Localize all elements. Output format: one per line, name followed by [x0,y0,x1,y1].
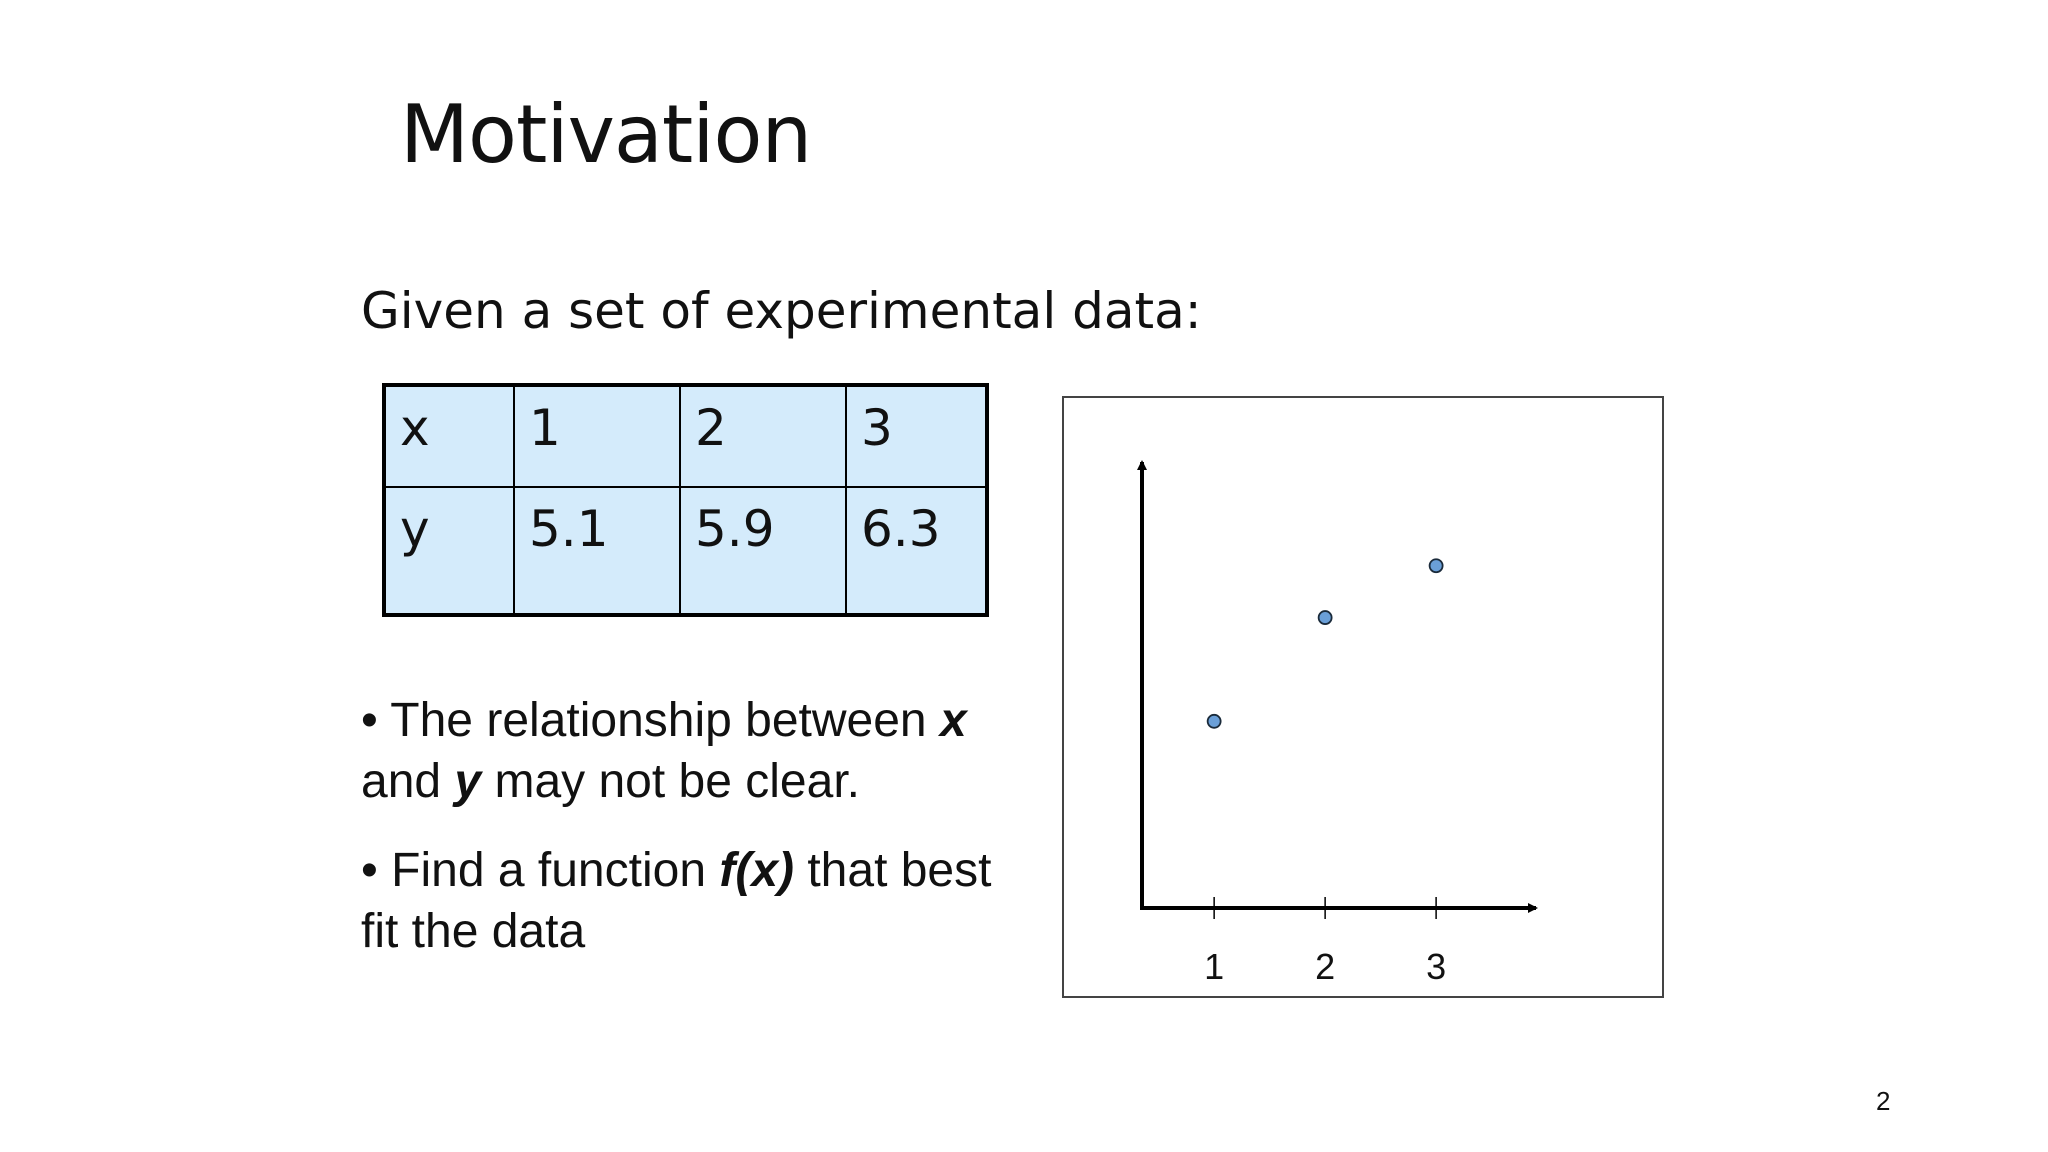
bullet-text: may not be clear. [481,755,860,808]
x-ticks: 1 2 3 [1204,897,1446,987]
function-fx: f(x) [719,844,794,897]
page-number: 2 [1876,1086,1891,1116]
var-x: x [939,694,967,747]
data-point [1428,558,1444,574]
scatter-chart: 1 2 3 [1062,396,1664,998]
data-points [1206,558,1444,729]
table-cell-y1: 5.1 [513,486,681,616]
x-tick-label: 3 [1426,946,1446,987]
bullet-relationship: • The relationship between x and y may n… [361,690,1001,812]
bullet-list: • The relationship between x and y may n… [361,690,1001,990]
slide-subtitle: Given a set of experimental data: [361,282,1202,340]
table-cell-x1: 1 [513,384,681,488]
table-row-y: y 5.1 5.9 6.3 [383,486,988,616]
chart-svg: 1 2 3 [1137,460,1538,987]
data-table: x 1 2 3 y 5.1 5.9 6.3 [382,383,989,617]
table-cell-y2: 5.9 [679,486,847,616]
table-cell-y-label: y [383,486,515,616]
bullet-text: that best fit the data [361,844,992,958]
x-tick-label: 2 [1315,946,1335,987]
bullet-text: and [361,755,455,808]
table-row-x: x 1 2 3 [383,384,988,488]
table-cell-x3: 3 [845,384,988,488]
data-point [1206,713,1222,729]
table-cell-x-label: x [383,384,515,488]
var-y: y [454,755,482,808]
bullet-marker: • [361,694,378,747]
slide-title: Motivation [400,88,812,181]
bullet-marker: • [361,844,378,897]
table-cell-y3: 6.3 [845,486,988,616]
x-tick-label: 1 [1204,946,1224,987]
bullet-find-function: • Find a function f(x) that best fit the… [361,840,1001,962]
table-cell-x2: 2 [679,384,847,488]
bullet-text: The relationship between [377,694,940,747]
data-point [1317,610,1333,625]
bullet-text: Find a function [377,844,720,897]
